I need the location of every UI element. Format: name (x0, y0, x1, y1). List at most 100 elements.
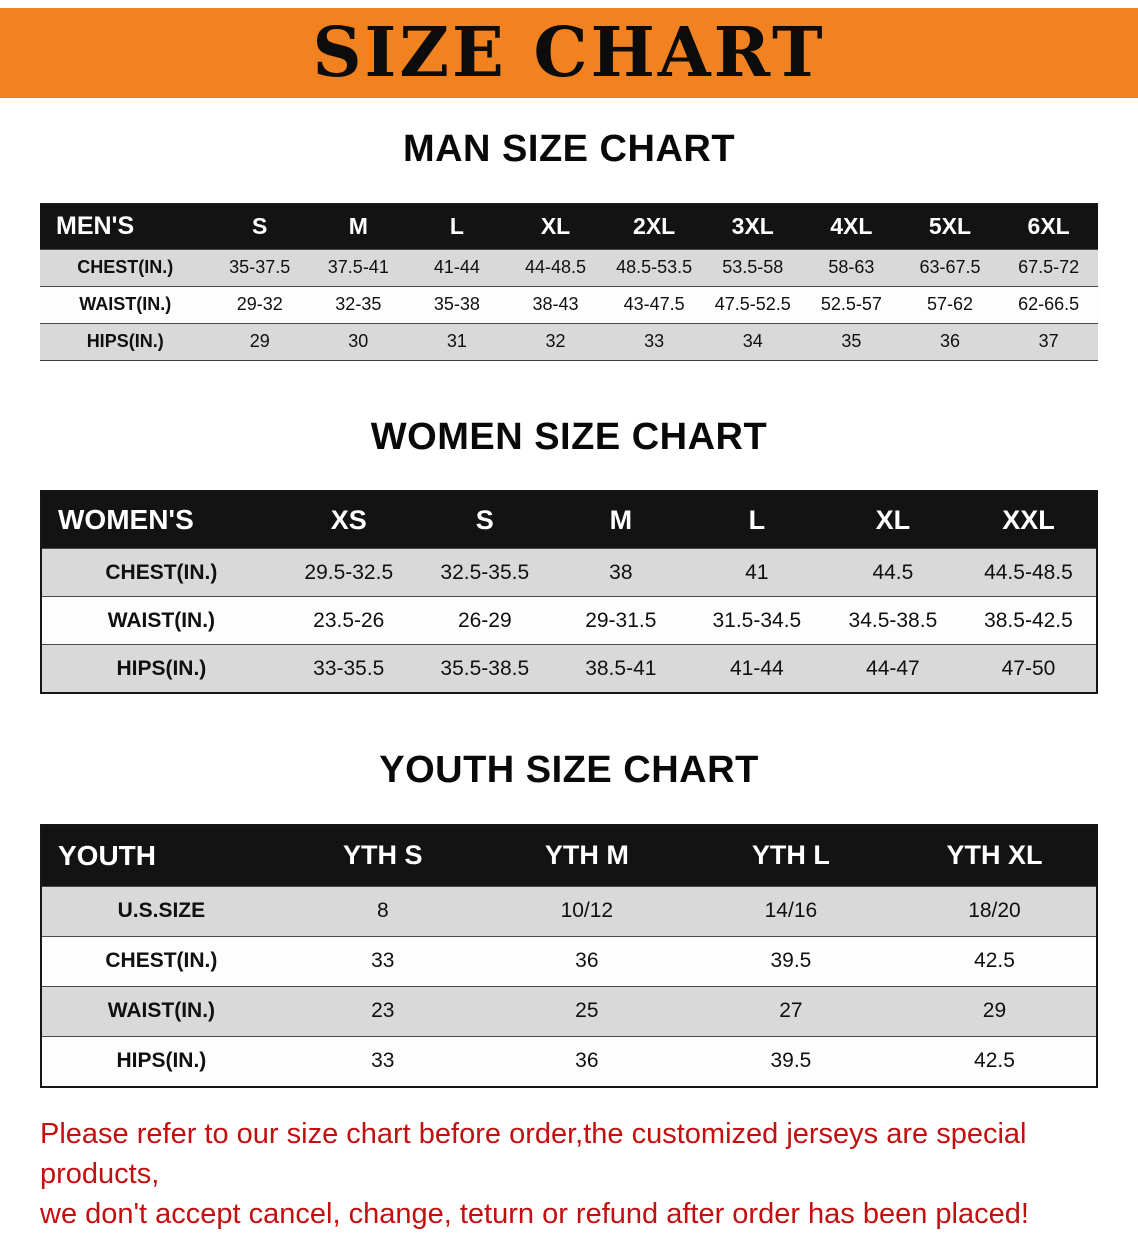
table-row: HIPS(IN.) 29 30 31 32 33 34 35 36 37 (40, 322, 1098, 361)
row-label-cell: CHEST(IN.) (41, 548, 281, 597)
size-value-cell: 29-32 (210, 285, 310, 324)
row-label-cell: WAIST(IN.) (41, 985, 281, 1037)
banner: SIZE CHART (0, 8, 1138, 98)
size-header-cell: S (416, 491, 553, 549)
women-section-heading: WOMEN SIZE CHART (370, 415, 768, 458)
size-value-cell: 38.5-42.5 (960, 596, 1097, 645)
size-value-cell: 47.5-52.5 (703, 285, 803, 324)
size-header-cell: 4XL (802, 203, 901, 250)
row-label-cell: HIPS(IN.) (41, 1035, 281, 1087)
table-header-row: MEN'S S M L XL 2XL 3XL 4XL 5XL 6XL (40, 203, 1098, 250)
size-value-cell: 58-63 (802, 248, 901, 287)
row-label-cell: CHEST(IN.) (40, 248, 211, 287)
size-value-cell: 35 (802, 322, 901, 361)
size-header-cell: L (407, 203, 507, 250)
size-header-cell: XS (280, 491, 417, 549)
size-value-cell: 42.5 (892, 1035, 1097, 1087)
size-value-cell: 38 (552, 548, 689, 597)
row-label-cell: HIPS(IN.) (41, 644, 281, 694)
size-value-cell: 18/20 (892, 885, 1097, 937)
men-size-table: MEN'S S M L XL 2XL 3XL 4XL 5XL 6XL CHEST(IN.) 35-37… (40, 202, 1098, 361)
size-value-cell: 31 (407, 322, 507, 361)
size-header-cell: YTH M (484, 824, 689, 887)
table-row: U.S.SIZE 8 10/12 14/16 18/20 (41, 885, 1097, 937)
size-value-cell: 33 (280, 1035, 485, 1087)
size-value-cell: 31.5-34.5 (688, 596, 825, 645)
table-row: HIPS(IN.) 33 36 39.5 42.5 (41, 1035, 1097, 1087)
men-section-heading: MAN SIZE CHART (402, 128, 736, 170)
size-header-cell: XXL (960, 491, 1097, 549)
size-value-cell: 44.5-48.5 (960, 548, 1097, 597)
table-row: HIPS(IN.) 33-35.5 35.5-38.5 38.5-41 41-44 44-… (41, 644, 1097, 694)
size-value-cell: 41-44 (407, 248, 507, 287)
size-chart-page: SIZE CHART MAN SIZE CHART MEN'S S M L XL 2XL 3… (0, 8, 1138, 1234)
size-value-cell: 41 (688, 548, 825, 597)
size-value-cell: 33 (280, 935, 485, 987)
size-value-cell: 37.5-41 (309, 248, 408, 287)
size-value-cell: 8 (280, 885, 485, 937)
size-value-cell: 29 (892, 985, 1097, 1037)
size-value-cell: 29-31.5 (552, 596, 689, 645)
table-row: WAIST(IN.) 29-32 32-35 35-38 38-43 43-47.5 47.… (40, 285, 1098, 324)
table-header-row: YOUTH YTH S YTH M YTH L YTH XL (41, 824, 1097, 887)
size-value-cell: 23.5-26 (280, 596, 417, 645)
size-value-cell: 38.5-41 (552, 644, 689, 694)
size-header-cell: XL (824, 491, 961, 549)
size-header-cell: S (210, 203, 310, 250)
size-value-cell: 36 (484, 935, 689, 987)
table-row: WAIST(IN.) 23.5-26 26-29 29-31.5 31.5-34.5 34… (41, 596, 1097, 645)
size-value-cell: 67.5-72 (999, 248, 1098, 287)
size-value-cell: 35-38 (407, 285, 507, 324)
size-header-cell: 5XL (900, 203, 1000, 250)
size-value-cell: 27 (688, 985, 893, 1037)
size-header-cell: L (688, 491, 825, 549)
size-value-cell: 29 (210, 322, 310, 361)
size-value-cell: 36 (484, 1035, 689, 1087)
size-value-cell: 29.5-32.5 (280, 548, 417, 597)
row-label-cell: CHEST(IN.) (41, 935, 281, 987)
size-value-cell: 14/16 (688, 885, 893, 937)
size-header-cell: YTH L (688, 824, 893, 887)
size-header-cell: XL (506, 203, 605, 250)
row-label-cell: WAIST(IN.) (40, 285, 211, 324)
size-value-cell: 30 (309, 322, 408, 361)
size-value-cell: 39.5 (688, 935, 893, 987)
size-value-cell: 62-66.5 (999, 285, 1098, 324)
size-value-cell: 10/12 (484, 885, 689, 937)
banner-title: SIZE CHART (312, 13, 826, 93)
size-header-cell: YTH S (280, 824, 485, 887)
size-value-cell: 43-47.5 (604, 285, 704, 324)
notice-line-2: we don't accept cancel, change, teturn o… (40, 1197, 1029, 1230)
table-row: CHEST(IN.) 29.5-32.5 32.5-35.5 38 41 44.5 44.5… (41, 548, 1097, 597)
size-header-cell: 3XL (703, 203, 803, 250)
size-value-cell: 26-29 (416, 596, 553, 645)
size-value-cell: 34.5-38.5 (824, 596, 961, 645)
size-header-cell: M (309, 203, 408, 250)
size-value-cell: 63-67.5 (900, 248, 1000, 287)
size-header-cell: 6XL (999, 203, 1098, 250)
size-value-cell: 44-47 (824, 644, 961, 694)
notice-line-1: Please refer to our size chart before or… (40, 1117, 1027, 1190)
size-value-cell: 41-44 (688, 644, 825, 694)
women-size-table: WOMEN'S XS S M L XL XXL CHEST(IN.) 29.5-32.5 32.5… (40, 490, 1098, 695)
size-value-cell: 34 (703, 322, 803, 361)
table-title-cell: YOUTH (41, 824, 281, 887)
size-value-cell: 44-48.5 (506, 248, 605, 287)
size-value-cell: 38-43 (506, 285, 605, 324)
size-header-cell: 2XL (604, 203, 704, 250)
size-value-cell: 42.5 (892, 935, 1097, 987)
men-size-section: MAN SIZE CHART MEN'S S M L XL 2XL 3XL 4XL 5XL 6XL… (0, 128, 1138, 361)
row-label-cell: HIPS(IN.) (40, 322, 211, 361)
size-value-cell: 32-35 (309, 285, 408, 324)
row-label-cell: WAIST(IN.) (41, 596, 281, 645)
row-label-cell: U.S.SIZE (41, 885, 281, 937)
size-value-cell: 44.5 (824, 548, 961, 597)
table-title-cell: WOMEN'S (41, 491, 281, 549)
size-value-cell: 48.5-53.5 (604, 248, 704, 287)
youth-size-table: YOUTH YTH S YTH M YTH L YTH XL U.S.SIZE 8 10/12… (40, 823, 1098, 1088)
table-row: CHEST(IN.) 35-37.5 37.5-41 41-44 44-48.5 48.5… (40, 248, 1098, 287)
table-title-cell: MEN'S (40, 203, 211, 250)
size-value-cell: 53.5-58 (703, 248, 803, 287)
youth-section-heading: YOUTH SIZE CHART (379, 749, 759, 792)
size-value-cell: 35-37.5 (210, 248, 310, 287)
